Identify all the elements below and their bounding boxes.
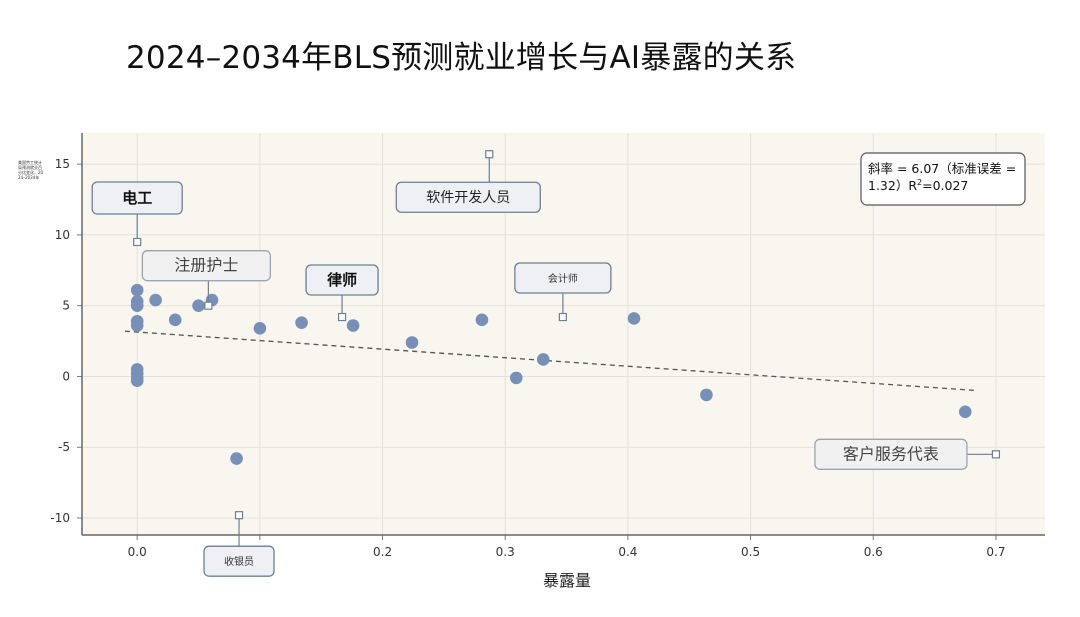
- x-axis-label: 暴露量: [543, 571, 592, 590]
- annotation-anchor-marker: [337, 312, 347, 322]
- data-point: [475, 313, 489, 327]
- data-point: [253, 322, 267, 335]
- stats-line-2b: =0.027: [922, 178, 968, 193]
- y-tick-label: 10: [55, 228, 70, 242]
- data-points: [130, 283, 972, 465]
- data-point: [130, 283, 144, 297]
- annotation-label: 律师: [326, 271, 357, 289]
- data-point: [130, 319, 144, 332]
- stats-line-1: 斜率 = 6.07（标准误差 =: [868, 161, 1016, 176]
- stats-sup: 2: [917, 178, 922, 187]
- data-point: [192, 299, 205, 312]
- annotation-box: [814, 438, 968, 470]
- x-tick-label: 0.6: [864, 545, 883, 559]
- data-point: [536, 353, 550, 366]
- data-point: [700, 388, 713, 402]
- chart-title: 2024–2034年BLS预测就业增长与AI暴露的关系: [126, 40, 797, 76]
- data-point: [405, 336, 419, 349]
- y-axis-label: 美国劳工统计局预测就业百分比变化，2024–2034年: [18, 160, 44, 180]
- stats-line-2a: 1.32）R: [868, 178, 917, 193]
- data-point: [295, 316, 308, 329]
- x-tick-label: 0.3: [496, 545, 515, 559]
- annotation-label: 收银员: [224, 555, 254, 568]
- x-tick-label: 0.7: [986, 545, 1005, 559]
- y-tick-label: 15: [55, 157, 70, 171]
- data-point: [346, 319, 360, 332]
- stats-box: 斜率 = 6.07（标准误差 = 1.32）R2=0.027: [860, 152, 1026, 206]
- annotation-label: 注册护士: [174, 256, 238, 275]
- x-tick-label: 0.4: [618, 545, 637, 559]
- annotation-box: [514, 262, 612, 294]
- x-tick-label: 0.5: [741, 545, 760, 559]
- annotation-label: 软件开发人员: [426, 190, 510, 206]
- annotation-anchor-marker: [485, 150, 494, 159]
- annotation-anchor-marker: [558, 312, 567, 322]
- annotation-anchor-marker: [991, 450, 1001, 459]
- data-point: [130, 374, 144, 388]
- data-point: [627, 312, 641, 325]
- data-point: [230, 452, 243, 465]
- trend-line: [124, 330, 978, 392]
- trend-line-group: [124, 330, 978, 392]
- data-point: [509, 371, 523, 385]
- data-point: [958, 405, 972, 419]
- annotation-box: [141, 250, 272, 282]
- y-tick-label: -10: [50, 511, 70, 525]
- annotation-box: [203, 545, 275, 577]
- stats-line-2: 1.32）R2=0.027: [868, 178, 968, 193]
- x-tick-label: 0.0: [128, 545, 147, 559]
- y-tick-label: -5: [58, 440, 70, 454]
- annotation-anchor-marker: [234, 511, 244, 520]
- data-point: [130, 299, 144, 312]
- annotation-label: 客户服务代表: [843, 444, 939, 463]
- data-point: [149, 293, 162, 307]
- annotation-label: 会计师: [548, 272, 578, 285]
- x-tick-label: 0.2: [373, 545, 392, 559]
- annotation-label: 电工: [122, 189, 152, 207]
- annotation-anchor-marker: [133, 237, 142, 247]
- annotation-box: [91, 181, 183, 215]
- y-tick-label: 0: [62, 369, 70, 383]
- annotation-box: [305, 264, 379, 296]
- stats-box-frame: [860, 152, 1026, 206]
- annotation-box: [395, 181, 541, 213]
- axes: [77, 133, 1045, 540]
- y-tick-label: 5: [62, 299, 70, 313]
- data-point: [168, 313, 182, 327]
- annotation-anchor-marker: [204, 301, 213, 310]
